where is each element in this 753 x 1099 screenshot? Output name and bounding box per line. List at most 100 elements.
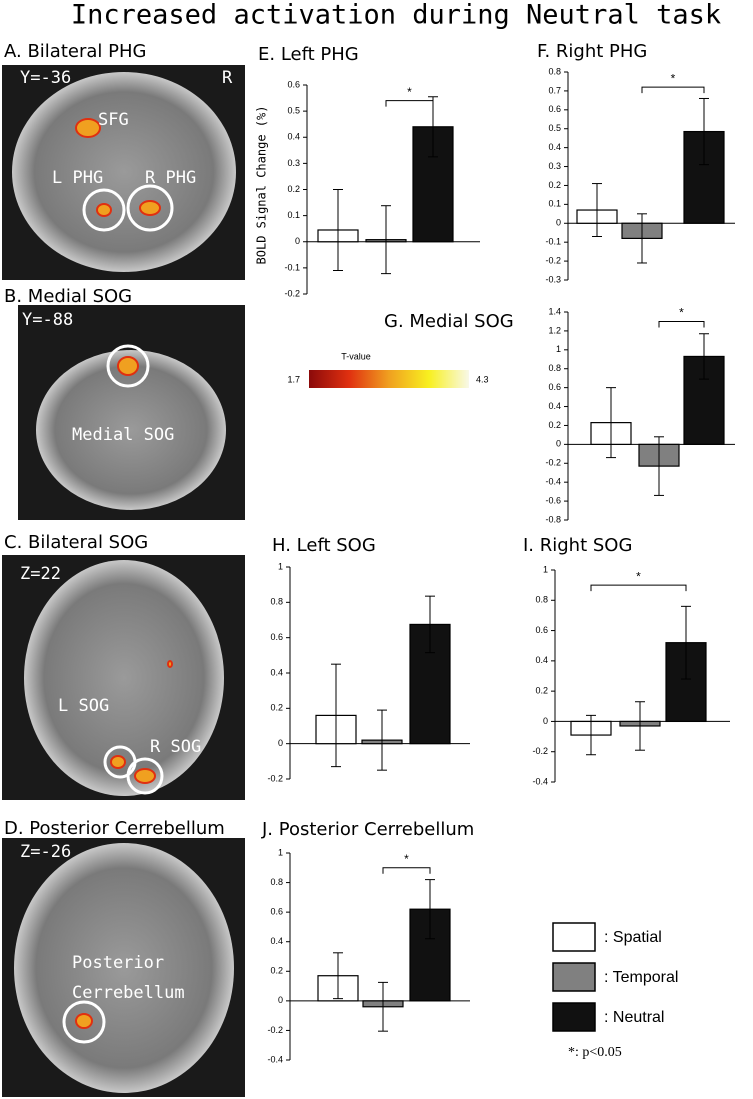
brain-shape xyxy=(24,560,224,796)
chart-title: J. Posterior Cerrebellum xyxy=(261,819,474,840)
y-tick-label: 0.5 xyxy=(287,106,300,116)
activation-blob xyxy=(167,660,173,668)
brain-label: R SOG xyxy=(150,737,201,757)
panel-title: B. Medial SOG xyxy=(4,286,132,307)
y-tick-label: 0.4 xyxy=(548,401,561,411)
brain-label: R xyxy=(222,68,233,88)
brain-label: Z=-26 xyxy=(20,842,71,862)
y-tick-label: 0 xyxy=(556,218,561,228)
y-tick-label: -0.2 xyxy=(267,1025,283,1035)
y-tick-label: 0.1 xyxy=(287,210,300,220)
y-tick-label: 0.7 xyxy=(548,85,561,95)
significance-label: * xyxy=(679,306,684,320)
y-tick-label: 0 xyxy=(543,716,548,726)
y-tick-label: 0.2 xyxy=(548,180,561,190)
y-tick-label: 0.4 xyxy=(270,667,283,677)
y-tick-label: 0 xyxy=(278,995,283,1005)
y-tick-label: 0.4 xyxy=(548,142,561,152)
significance-bracket xyxy=(658,320,705,328)
y-tick-label: -0.2 xyxy=(267,773,283,783)
chart-title: G. Medial SOG xyxy=(384,311,514,332)
y-tick-label: -0.2 xyxy=(532,746,548,756)
y-tick-label: 0.4 xyxy=(535,655,548,665)
activation-blob xyxy=(139,200,161,216)
significance-bracket xyxy=(590,584,687,592)
legend-label: : Spatial xyxy=(604,929,662,946)
y-tick-label: -0.4 xyxy=(532,776,548,786)
brain-label: Cerrebellum xyxy=(72,983,185,1003)
significance-label: * xyxy=(404,852,409,866)
colorbar xyxy=(309,370,469,388)
y-tick-label: 0.2 xyxy=(535,686,548,696)
panel-title: A. Bilateral PHG xyxy=(4,41,146,62)
y-tick-label: 1 xyxy=(543,564,548,574)
y-tick-label: 0 xyxy=(556,439,561,449)
y-tick-label: 0 xyxy=(295,236,300,246)
y-tick-label: -0.2 xyxy=(545,255,561,265)
brain-label: L SOG xyxy=(58,696,109,716)
roi-circle xyxy=(82,188,126,232)
legend-note: *: p<0.05 xyxy=(568,1045,622,1060)
y-tick-label: 0.4 xyxy=(270,936,283,946)
y-tick-label: 0.6 xyxy=(548,104,561,114)
brain-label: SFG xyxy=(98,110,129,130)
significance-label: * xyxy=(636,569,641,583)
panel-title: C. Bilateral SOG xyxy=(4,532,148,553)
activation-blob xyxy=(96,203,112,217)
y-tick-label: 0.8 xyxy=(548,363,561,373)
y-tick-label: -0.4 xyxy=(267,1054,283,1064)
chart-title: F. Right PHG xyxy=(537,41,647,62)
figure-title: Increased activation during Neutral task xyxy=(71,0,721,31)
legend-swatch xyxy=(552,962,596,992)
legend-swatch xyxy=(552,1002,596,1032)
y-tick-label: -0.1 xyxy=(284,262,300,272)
colorbar-min: 1.7 xyxy=(287,374,300,384)
y-tick-label: 0.3 xyxy=(548,161,561,171)
y-tick-label: 0.4 xyxy=(287,132,300,142)
y-tick-label: -0.6 xyxy=(545,495,561,505)
y-tick-label: 0.6 xyxy=(270,907,283,917)
panel-title: D. Posterior Cerrebellum xyxy=(4,818,225,839)
activation-blob xyxy=(75,1013,93,1029)
colorbar-max: 4.3 xyxy=(476,374,489,384)
roi-circle xyxy=(106,344,150,388)
y-tick-label: 1 xyxy=(278,561,283,571)
y-tick-label: 1 xyxy=(556,344,561,354)
brain-label: Medial SOG xyxy=(72,425,174,445)
roi-circle xyxy=(126,757,164,795)
y-tick-label: 0.1 xyxy=(548,199,561,209)
brain-label: R PHG xyxy=(145,168,196,188)
y-tick-label: 0.6 xyxy=(535,625,548,635)
activation-blob xyxy=(134,768,156,784)
legend-label: : Temporal xyxy=(604,969,678,986)
activation-blob xyxy=(75,118,101,138)
roi-circle xyxy=(62,1000,106,1044)
y-tick-label: 1.4 xyxy=(548,306,561,316)
y-tick-label: -0.4 xyxy=(545,477,561,487)
y-tick-label: 0.8 xyxy=(270,877,283,887)
y-tick-label: -0.1 xyxy=(545,237,561,247)
legend-swatch xyxy=(552,922,596,952)
y-tick-label: 0.3 xyxy=(287,158,300,168)
y-tick-label: 0 xyxy=(278,738,283,748)
y-tick-label: 0.2 xyxy=(548,420,561,430)
y-tick-label: 0.6 xyxy=(287,79,300,89)
chart-title: H. Left SOG xyxy=(272,535,376,556)
y-tick-label: -0.2 xyxy=(284,288,300,298)
y-tick-label: 0.2 xyxy=(270,703,283,713)
significance-label: * xyxy=(671,71,676,85)
y-tick-label: 1.2 xyxy=(548,325,561,335)
chart-title: E. Left PHG xyxy=(258,44,359,65)
chart-title: I. Right SOG xyxy=(523,535,632,556)
brain-label: Posterior xyxy=(72,953,164,973)
legend-label: : Neutral xyxy=(604,1009,664,1026)
y-tick-label: 0.2 xyxy=(287,184,300,194)
activation-blob xyxy=(110,755,126,769)
significance-bracket xyxy=(641,86,705,94)
y-tick-label: 0.6 xyxy=(548,382,561,392)
significance-label: * xyxy=(407,85,412,99)
colorbar-title: T-value xyxy=(341,351,371,361)
significance-bracket xyxy=(382,867,431,874)
y-tick-label: -0.8 xyxy=(545,514,561,524)
